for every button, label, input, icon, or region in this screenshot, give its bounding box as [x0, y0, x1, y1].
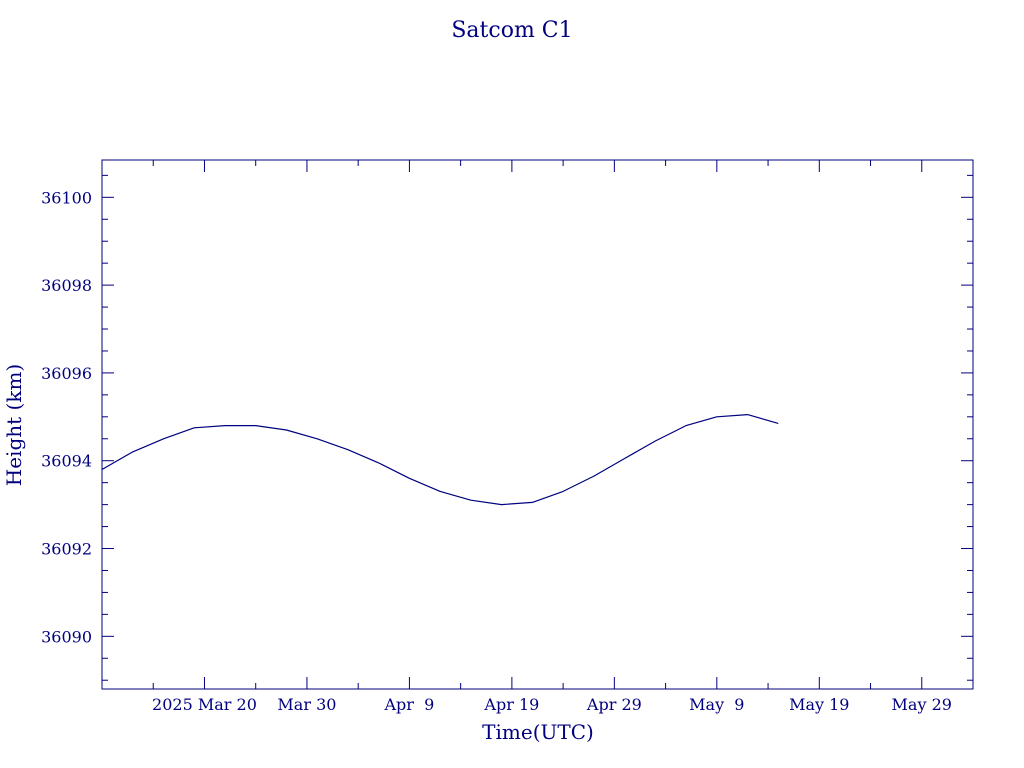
x-axis-label: Time(UTC): [482, 720, 594, 744]
y-tick-label: 36096: [41, 364, 92, 383]
chart-title: Satcom C1: [451, 18, 572, 43]
y-tick-label: 36092: [41, 540, 92, 559]
y-tick-label: 36100: [41, 188, 92, 207]
y-tick-label: 36090: [41, 627, 92, 646]
x-tick-label: May 29: [892, 695, 952, 714]
x-tick-label: Apr 29: [586, 695, 642, 714]
y-tick-label: 36098: [41, 276, 92, 295]
x-tick-label: May 19: [789, 695, 849, 714]
series-line-0: [101, 414, 779, 506]
x-tick-label: Apr 9: [384, 695, 435, 714]
x-tick-label: 2025 Mar 20: [152, 695, 257, 714]
y-axis-tick-labels: 36090 36092 36094 36096 36098 36100: [41, 188, 92, 646]
y-tick-label: 36094: [41, 452, 92, 471]
plot-frame: [101, 159, 974, 690]
x-axis-tick-labels: 2025 Mar 20 Mar 30 Apr 9 Apr 19 Apr 29 May 9 M…: [152, 695, 952, 714]
axis-ticks: [102, 160, 974, 689]
x-tick-label: Apr 19: [483, 695, 539, 714]
y-axis-label: Height (km): [2, 364, 26, 486]
series-layer: [101, 414, 779, 506]
x-tick-label: Mar 30: [277, 695, 336, 714]
x-tick-label: May 9: [689, 695, 744, 714]
